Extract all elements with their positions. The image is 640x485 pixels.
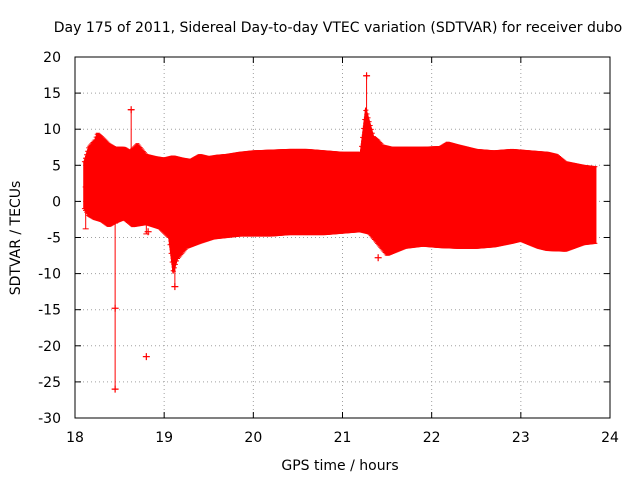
- x-tick-label: 22: [423, 430, 441, 446]
- x-tick-label: 23: [512, 430, 530, 446]
- data-layer: [81, 72, 598, 393]
- y-tick-label: 10: [43, 122, 61, 138]
- y-axis-label: SDTVAR / TECUs: [8, 181, 24, 296]
- x-tick-labels: 18 19 20 21 22 23 24: [66, 430, 619, 446]
- tick-marks: [74, 56, 611, 419]
- y-tick-label: -25: [38, 375, 61, 391]
- y-tick-label: -10: [38, 267, 61, 283]
- y-tick-label: 5: [52, 158, 61, 174]
- x-tick-label: 21: [334, 430, 352, 446]
- y-tick-label: -15: [38, 303, 61, 319]
- y-tick-label: -30: [38, 411, 61, 427]
- y-tick-label: -20: [38, 339, 61, 355]
- x-tick-label: 18: [66, 430, 84, 446]
- y-tick-label: 0: [52, 194, 61, 210]
- x-tick-label: 24: [601, 430, 619, 446]
- y-tick-label: -5: [47, 231, 61, 247]
- x-axis-label: GPS time / hours: [281, 458, 398, 474]
- y-tick-labels: 20 15 10 5 0 -5 -10 -15 -20 -25 -30: [38, 50, 61, 427]
- y-tick-label: 15: [43, 86, 61, 102]
- x-tick-label: 19: [155, 430, 173, 446]
- chart-title: Day 175 of 2011, Sidereal Day-to-day VTE…: [54, 20, 622, 36]
- x-tick-label: 20: [244, 430, 262, 446]
- y-tick-label: 20: [43, 50, 61, 66]
